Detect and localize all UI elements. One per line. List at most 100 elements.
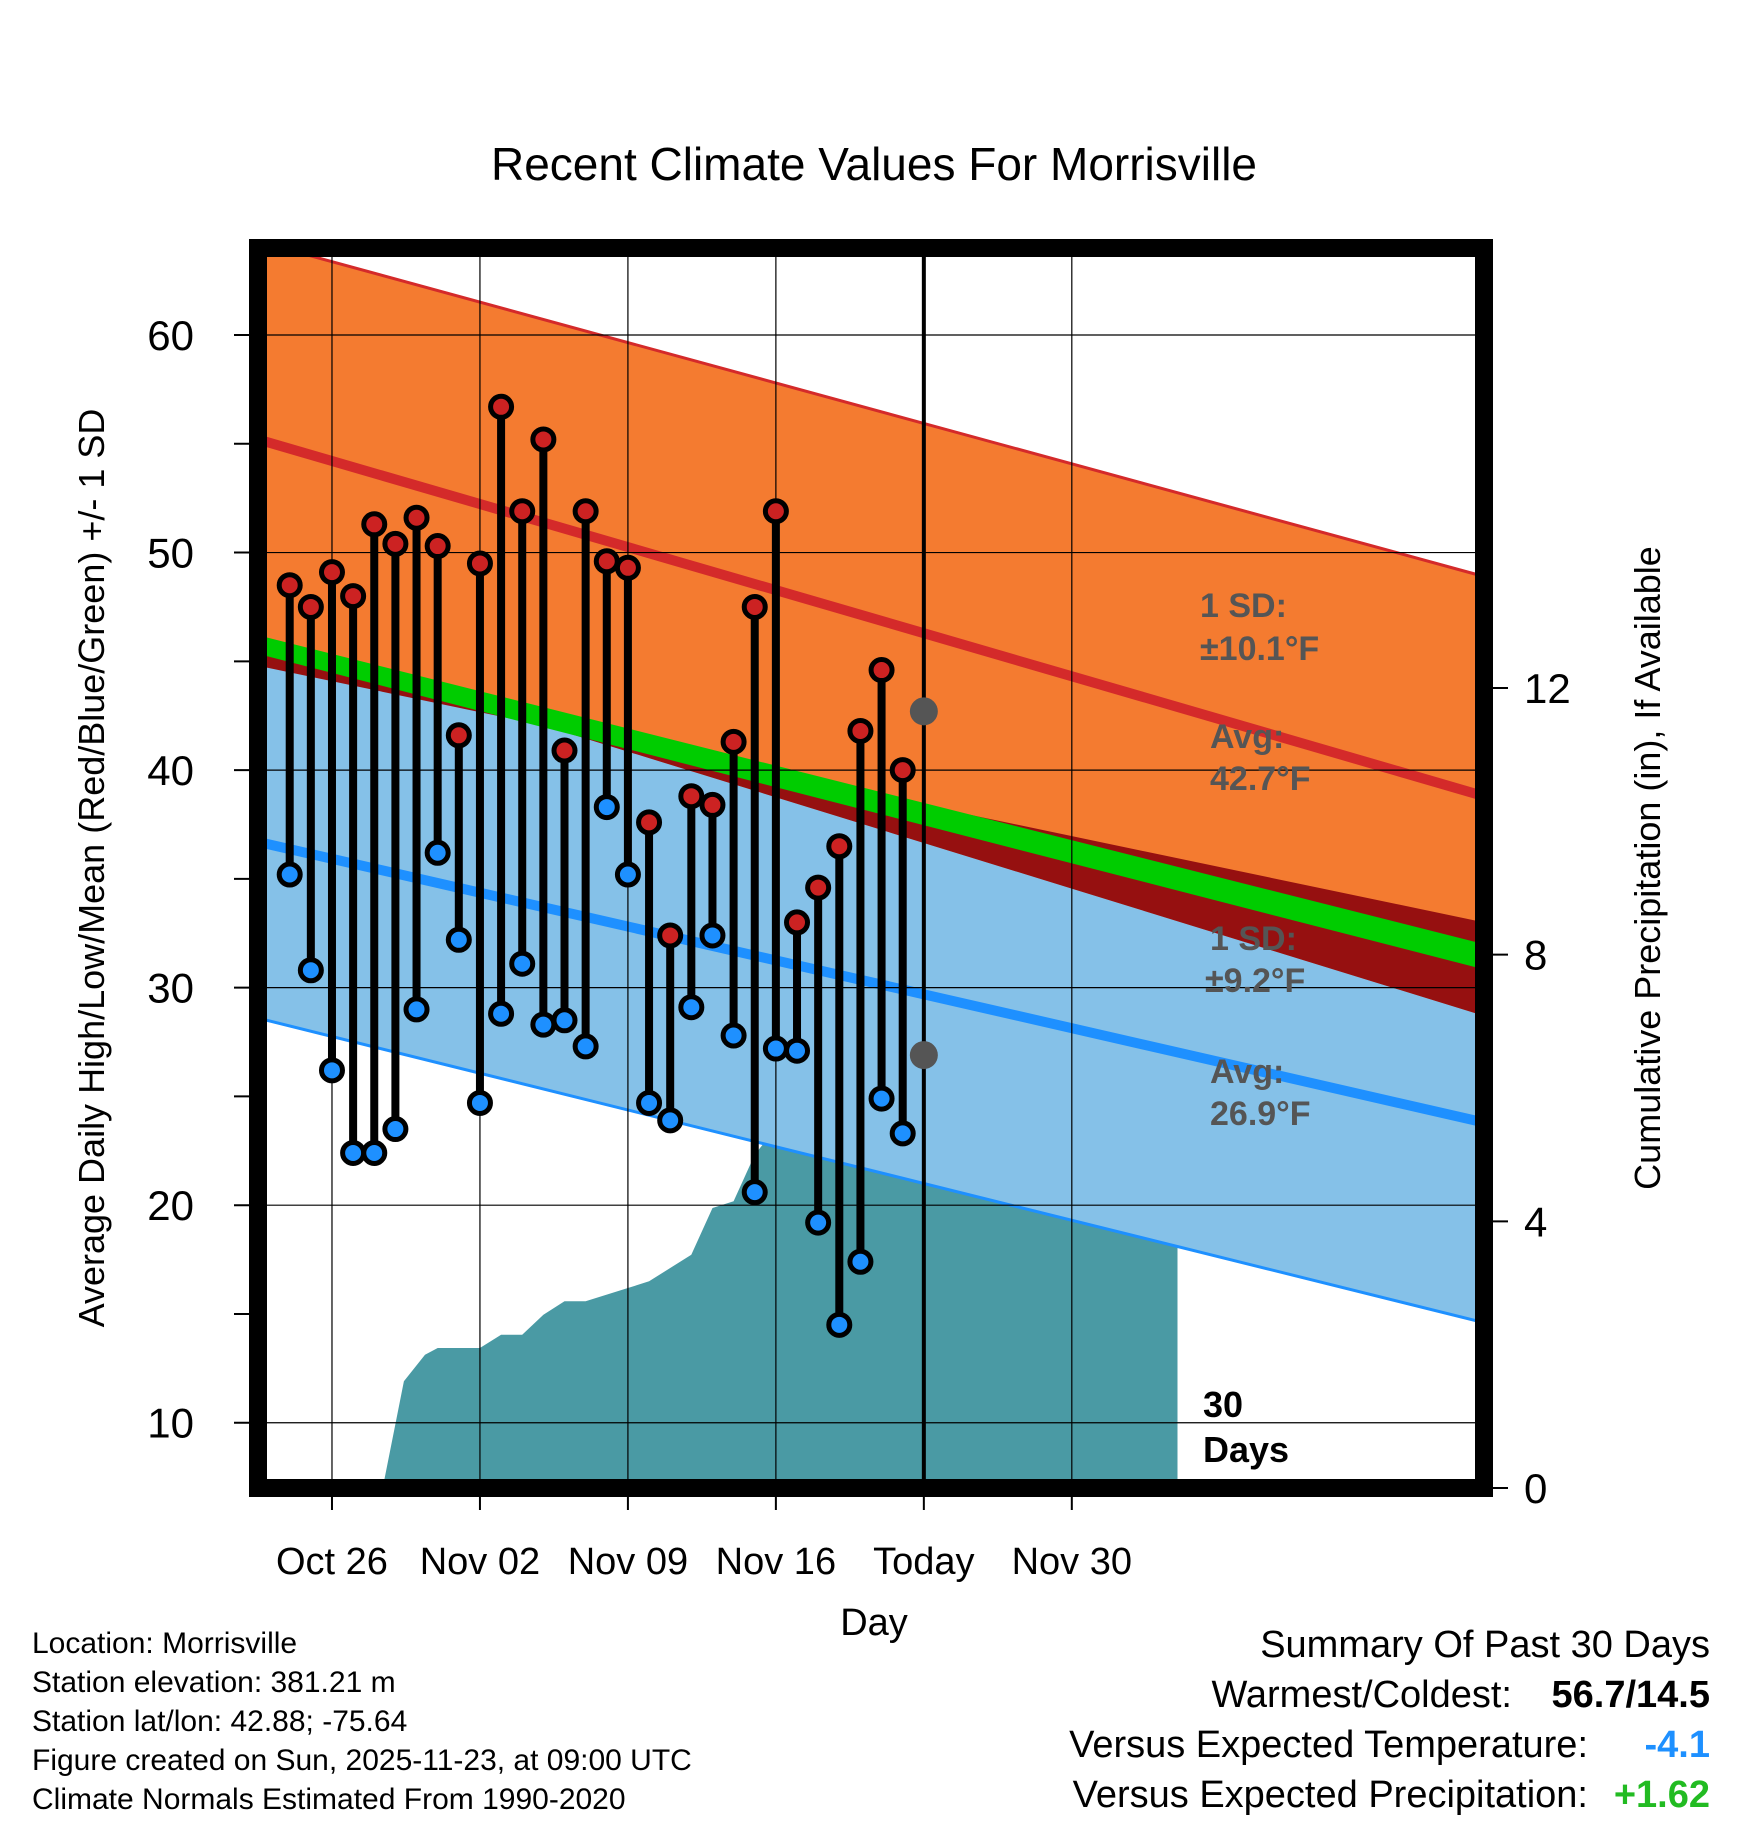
x-axis-label: Day bbox=[840, 1602, 908, 1644]
low-point bbox=[340, 1139, 367, 1166]
x-tick-label: Nov 30 bbox=[1012, 1541, 1132, 1583]
low-point bbox=[889, 1120, 916, 1147]
low-point bbox=[847, 1248, 874, 1275]
low-point bbox=[826, 1311, 853, 1338]
low-point bbox=[699, 922, 726, 949]
y-tick-label: 10 bbox=[147, 1400, 194, 1447]
y2-tick-label: 4 bbox=[1524, 1198, 1547, 1245]
precip-label: Versus Expected Precipitation: bbox=[1072, 1774, 1588, 1816]
avg-low-value: 26.9°F bbox=[1210, 1095, 1311, 1133]
sd-high-value: ±10.1°F bbox=[1200, 630, 1319, 668]
x-tick-label: Nov 02 bbox=[420, 1541, 540, 1583]
low-point bbox=[551, 1007, 578, 1034]
low-point bbox=[361, 1139, 388, 1166]
high-point bbox=[530, 426, 557, 453]
x-tick-label: Today bbox=[873, 1541, 974, 1583]
high-point bbox=[318, 559, 345, 586]
high-point bbox=[636, 809, 663, 836]
sd-low-label: 1 SD: bbox=[1210, 920, 1297, 958]
low-point bbox=[614, 861, 641, 888]
temp-row: Versus Expected Temperature: -4.1 bbox=[1069, 1720, 1710, 1770]
x-tick-label: Oct 26 bbox=[276, 1541, 388, 1583]
warm-cold-row: Warmest/Coldest: 56.7/14.5 bbox=[1069, 1670, 1710, 1720]
high-sd-upper-line bbox=[276, 248, 1484, 578]
precip-row: Versus Expected Precipitation: +1.62 bbox=[1069, 1770, 1710, 1820]
low-point bbox=[424, 839, 451, 866]
normals-labels: 1 SD: ±10.1°F Avg: 42.7°F 1 SD: ±9.2°F A… bbox=[1200, 587, 1319, 1133]
low-point bbox=[445, 926, 472, 953]
today-markers bbox=[909, 697, 938, 1070]
high-point bbox=[657, 922, 684, 949]
high-point bbox=[276, 572, 303, 599]
high-point bbox=[826, 833, 853, 860]
mean-avg-line bbox=[258, 635, 1484, 970]
high-sd-band bbox=[258, 248, 1484, 1016]
station-info: Location: Morrisville Station elevation:… bbox=[32, 1624, 692, 1819]
high-point bbox=[340, 583, 367, 610]
temp-label: Versus Expected Temperature: bbox=[1069, 1724, 1588, 1766]
high-point bbox=[382, 530, 409, 557]
y2-tick-label: 12 bbox=[1524, 665, 1571, 712]
summary-panel: Summary Of Past 30 Days Warmest/Coldest:… bbox=[1069, 1620, 1710, 1820]
elevation-text: Station elevation: 381.21 m bbox=[32, 1666, 396, 1699]
low-point bbox=[530, 1011, 557, 1038]
y-tick-label: 40 bbox=[147, 747, 194, 794]
chart-title: Recent Climate Values For Morrisville bbox=[491, 138, 1257, 190]
low-point bbox=[868, 1085, 895, 1112]
y-tick-label: 30 bbox=[147, 965, 194, 1012]
low-point bbox=[720, 1022, 747, 1049]
high-point bbox=[889, 757, 916, 784]
high-point bbox=[361, 511, 388, 538]
today-high-normal bbox=[909, 697, 938, 726]
low-point bbox=[636, 1089, 663, 1116]
summary-heading: Summary Of Past 30 Days bbox=[1260, 1624, 1710, 1666]
y-tick-label: 60 bbox=[147, 312, 194, 359]
low-point bbox=[805, 1209, 832, 1236]
x-axis-ticks: Oct 26 Nov 02 Nov 09 Nov 16 Today Nov 30 bbox=[276, 1488, 1132, 1583]
avg-low-label: Avg: bbox=[1210, 1053, 1284, 1091]
high-point bbox=[424, 533, 451, 560]
high-point bbox=[762, 498, 789, 525]
today-low-normal bbox=[909, 1041, 938, 1070]
high-point bbox=[699, 791, 726, 818]
high-point bbox=[847, 717, 874, 744]
low-point bbox=[276, 861, 303, 888]
low-sd-lower-line bbox=[258, 1016, 1484, 1325]
x-tick-label: Nov 16 bbox=[716, 1541, 836, 1583]
y-tick-label: 20 bbox=[147, 1182, 194, 1229]
high-point bbox=[720, 728, 747, 755]
normals-text: Climate Normals Estimated From 1990-2020 bbox=[32, 1783, 626, 1816]
low-point bbox=[488, 1000, 515, 1027]
high-avg-line bbox=[258, 434, 1484, 802]
low-point bbox=[572, 1033, 599, 1060]
low-point bbox=[466, 1089, 493, 1116]
avg-high-label: Avg: bbox=[1210, 718, 1284, 756]
low-point bbox=[657, 1107, 684, 1134]
high-point bbox=[572, 498, 599, 525]
high-point bbox=[593, 548, 620, 575]
high-point bbox=[678, 783, 705, 810]
high-point bbox=[509, 498, 536, 525]
created-text: Figure created on Sun, 2025-11-23, at 09… bbox=[32, 1744, 692, 1777]
avg-high-value: 42.7°F bbox=[1210, 760, 1311, 798]
location-text: Location: Morrisville bbox=[32, 1627, 298, 1660]
high-point bbox=[403, 504, 430, 531]
y2-tick-label: 0 bbox=[1524, 1465, 1547, 1512]
y2-tick-label: 8 bbox=[1524, 932, 1547, 979]
high-point bbox=[805, 874, 832, 901]
x-tick-label: Nov 09 bbox=[568, 1541, 688, 1583]
low-point bbox=[382, 1116, 409, 1143]
sd-high-label: 1 SD: bbox=[1200, 587, 1287, 625]
low-point bbox=[509, 950, 536, 977]
high-point bbox=[445, 722, 472, 749]
daily-bars bbox=[276, 393, 916, 1338]
low-point bbox=[741, 1179, 768, 1206]
high-point bbox=[614, 554, 641, 581]
low-point bbox=[678, 994, 705, 1021]
days-label: Days bbox=[1203, 1429, 1289, 1470]
low-point bbox=[784, 1037, 811, 1064]
y-tick-label: 50 bbox=[147, 530, 194, 577]
warm-cold-label: Warmest/Coldest: bbox=[1211, 1674, 1512, 1716]
high-point bbox=[488, 393, 515, 420]
